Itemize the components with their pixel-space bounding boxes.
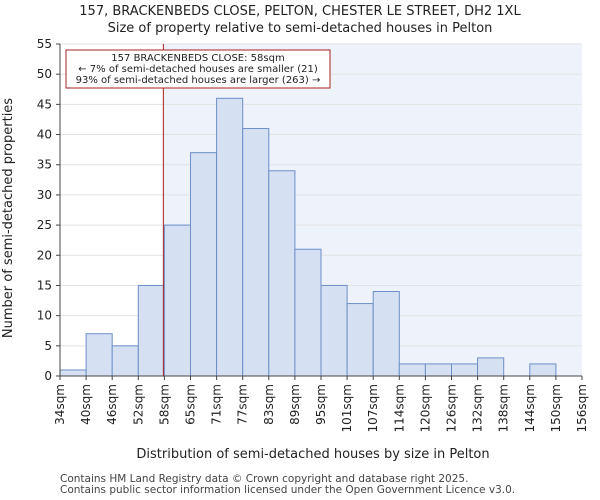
bar-107sqm <box>372 290 400 377</box>
annotation-line-2: ← 7% of semi-detached houses are smaller… <box>78 64 318 75</box>
bar-132sqm <box>477 357 505 377</box>
x-axis-label: Distribution of semi-detached houses by … <box>136 447 489 462</box>
bar-46sqm <box>111 345 139 377</box>
y-tick-label: 25 <box>37 218 52 232</box>
x-tick-label: 138sqm <box>497 384 511 432</box>
plot-area: 0 5 10 15 20 25 30 35 40 45 50 55 34sqm 40sqm 46sqm 52s… <box>37 37 589 432</box>
x-tick-label: 144sqm <box>523 384 537 432</box>
x-tick-label: 132sqm <box>471 384 485 432</box>
annotation-line-1: 157 BRACKENBEDS CLOSE: 58sqm <box>111 53 284 64</box>
y-tick-label: 20 <box>37 248 52 262</box>
y-tick-label: 10 <box>37 309 52 323</box>
bar-120sqm <box>424 363 452 377</box>
bar-101sqm <box>346 303 374 377</box>
y-tick-label: 50 <box>37 67 52 81</box>
x-tick-label: 101sqm <box>340 384 354 432</box>
bar-34sqm <box>59 369 87 377</box>
bar-114sqm <box>398 363 426 377</box>
y-tick-label: 15 <box>37 278 52 292</box>
x-tick-label: 40sqm <box>79 384 93 425</box>
bar-52sqm <box>137 284 165 377</box>
y-tick-label: 35 <box>37 158 52 172</box>
bar-77sqm <box>242 128 270 377</box>
footer-licence: Contains public sector information licen… <box>60 484 516 496</box>
x-tick-label: 83sqm <box>262 384 276 425</box>
bar-126sqm <box>451 363 479 377</box>
x-tick-label: 107sqm <box>366 384 380 432</box>
x-tick-label: 77sqm <box>236 384 250 425</box>
y-tick-label: 0 <box>44 369 52 383</box>
y-tick-label: 45 <box>37 97 52 111</box>
x-tick-label: 95sqm <box>314 384 328 425</box>
x-tick-label: 150sqm <box>549 384 563 432</box>
x-tick-label: 34sqm <box>53 384 67 425</box>
bar-58sqm <box>163 224 191 377</box>
x-tick-label: 65sqm <box>184 384 198 425</box>
x-tick-label: 114sqm <box>392 384 406 432</box>
bar-83sqm <box>268 170 296 377</box>
y-tick-label: 5 <box>44 339 52 353</box>
bar-89sqm <box>294 248 322 377</box>
bar-71sqm <box>216 97 244 377</box>
bar-95sqm <box>320 284 348 377</box>
x-tick-label: 89sqm <box>288 384 302 425</box>
bar-65sqm <box>190 152 218 377</box>
footer-copyright: Contains HM Land Registry data © Crown c… <box>60 473 469 485</box>
x-tick-label: 156sqm <box>575 384 589 432</box>
y-axis-label: Number of semi-detached properties <box>1 98 16 338</box>
bar-40sqm <box>85 333 113 377</box>
x-tick-label: 52sqm <box>131 384 145 425</box>
y-tick-label: 30 <box>37 188 52 202</box>
y-tick-label: 40 <box>37 128 52 142</box>
x-tick-label: 120sqm <box>418 384 432 432</box>
x-tick-label: 71sqm <box>210 384 224 425</box>
annotation-line-3: 93% of semi-detached houses are larger (… <box>76 75 321 86</box>
y-tick-label: 55 <box>37 37 52 51</box>
x-tick-label: 126sqm <box>445 384 459 432</box>
x-tick-label: 46sqm <box>105 384 119 425</box>
annotation-box <box>65 49 331 89</box>
chart-subtitle: Size of property relative to semi-detach… <box>108 21 493 36</box>
bar-144sqm <box>529 363 557 377</box>
x-tick-label: 58sqm <box>157 384 171 425</box>
chart-title: 157, BRACKENBEDS CLOSE, PELTON, CHESTER … <box>79 4 521 19</box>
